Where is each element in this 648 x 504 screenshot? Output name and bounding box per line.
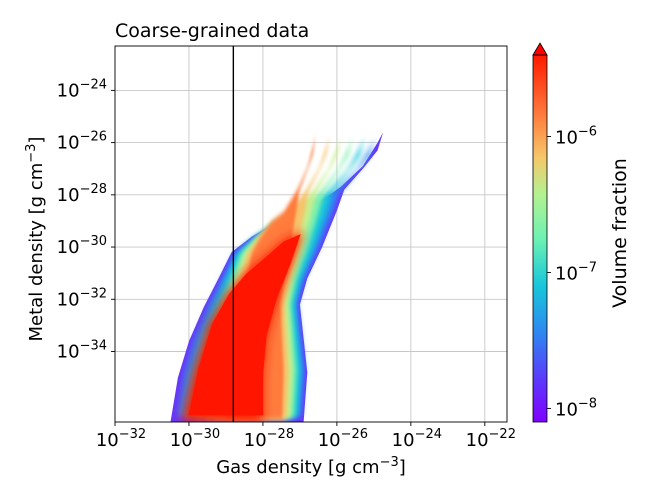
plot-frame [114, 45, 508, 423]
x-tick-label: 10−28 [244, 427, 294, 451]
colorbar-tick-label: 10−8 [555, 396, 597, 420]
y-tick-label: 10−26 [57, 130, 107, 154]
chart-title: Coarse-grained data [115, 20, 309, 42]
colorbar-extend-max [532, 42, 548, 56]
y-tick-label: 10−30 [57, 234, 107, 258]
x-axis-label: Gas density [g cm−3] [216, 455, 406, 478]
x-tick-label: 10−24 [392, 427, 442, 451]
y-axis-ticks: 10−34 10−32 10−30 10−28 10−26 10−24 [57, 77, 115, 363]
y-tick-label: 10−28 [57, 182, 107, 206]
y-tick-label: 10−34 [57, 339, 107, 363]
x-tick-label: 10−22 [466, 427, 516, 451]
colorbar-label: Volume fraction [609, 158, 631, 308]
heatmap-core-fill [188, 234, 301, 416]
heatmap-distribution [170, 132, 384, 422]
x-tick-label: 10−26 [318, 427, 368, 451]
x-tick-label: 10−32 [96, 427, 146, 451]
colorbar-tick-label: 10−7 [555, 260, 597, 284]
y-axis-label: Metal density [g cm−3] [24, 137, 47, 342]
colorbar-frame [532, 54, 548, 423]
x-axis-ticks: 10−32 10−30 10−28 10−26 10−24 10−22 [96, 422, 516, 451]
colorbar [533, 55, 547, 422]
y-tick-label: 10−24 [57, 77, 107, 101]
y-tick-label: 10−32 [57, 286, 107, 310]
x-tick-label: 10−30 [170, 427, 220, 451]
colorbar-ticks: 10−8 10−7 10−6 [547, 125, 597, 420]
colorbar-tick-label: 10−6 [555, 125, 597, 149]
